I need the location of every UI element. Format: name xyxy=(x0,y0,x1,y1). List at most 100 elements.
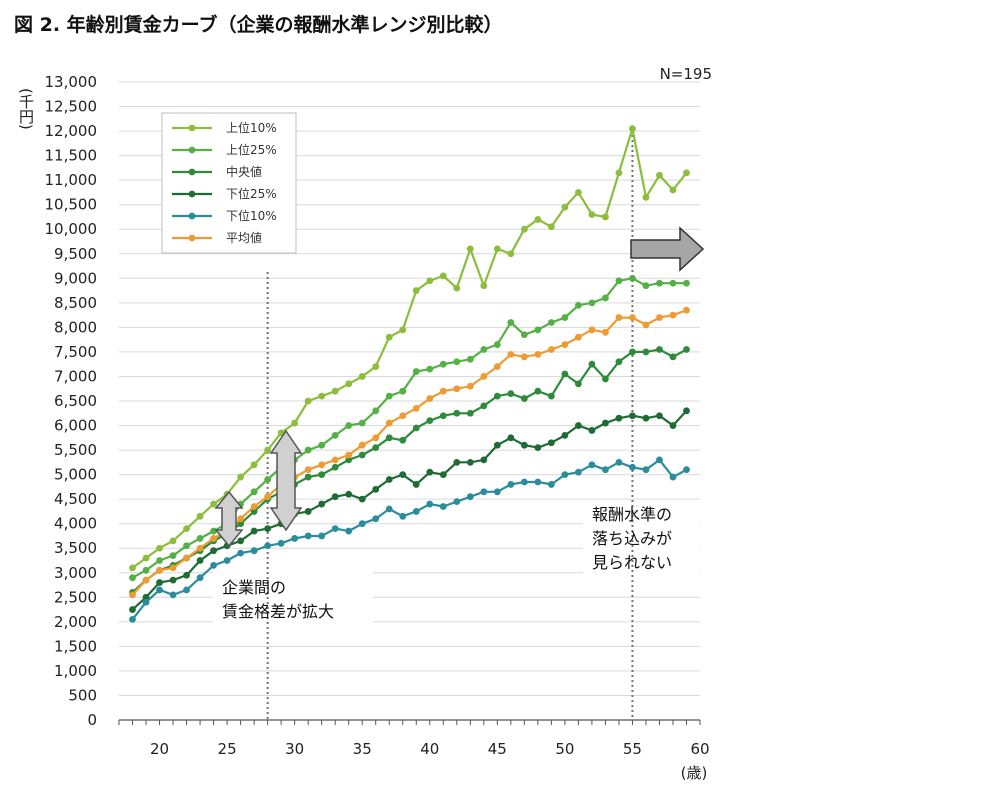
data-point xyxy=(318,392,326,400)
data-point xyxy=(129,574,136,582)
data-point xyxy=(156,566,163,574)
data-point xyxy=(574,422,582,429)
data-point xyxy=(372,363,380,371)
annotation-gap-text: 企業間の xyxy=(222,578,286,597)
data-point xyxy=(480,346,488,353)
data-point xyxy=(196,544,204,552)
x-axis-unit: (歳) xyxy=(681,764,708,782)
data-point xyxy=(183,586,190,594)
data-point xyxy=(669,186,677,194)
data-point xyxy=(412,404,420,412)
data-point xyxy=(196,557,204,564)
legend-marker xyxy=(188,168,196,176)
data-point xyxy=(372,434,380,442)
data-point xyxy=(615,414,623,422)
data-point xyxy=(629,314,636,321)
data-point xyxy=(453,358,461,366)
data-point xyxy=(629,274,636,282)
data-point xyxy=(615,277,623,285)
data-point xyxy=(250,461,258,469)
data-point xyxy=(683,407,690,415)
data-point xyxy=(493,392,501,400)
data-point xyxy=(237,473,245,481)
gap-arrow-small xyxy=(214,490,244,548)
legend-box xyxy=(161,112,297,254)
data-point xyxy=(520,441,528,449)
legend-marker xyxy=(188,124,196,132)
data-point xyxy=(250,547,258,555)
data-point xyxy=(156,586,163,594)
data-point xyxy=(574,380,582,388)
data-point xyxy=(439,360,447,368)
data-point xyxy=(196,574,204,582)
data-point xyxy=(602,466,609,474)
data-point xyxy=(264,446,272,454)
data-point xyxy=(291,535,299,542)
data-point xyxy=(358,495,366,503)
data-point xyxy=(493,441,501,449)
data-point xyxy=(318,532,326,540)
data-point xyxy=(683,466,690,474)
data-point xyxy=(237,549,245,557)
y-tick-label: 2,000 xyxy=(54,613,97,631)
data-point xyxy=(574,301,582,309)
data-point xyxy=(291,419,299,427)
data-point xyxy=(493,341,501,348)
data-point xyxy=(439,412,447,420)
data-point xyxy=(196,535,204,542)
data-point xyxy=(331,387,339,395)
data-point xyxy=(534,326,542,334)
data-point xyxy=(399,387,407,395)
x-tick-label: 20 xyxy=(150,740,169,758)
data-point xyxy=(142,593,150,601)
x-tick-label: 50 xyxy=(555,740,574,758)
data-point xyxy=(237,520,245,528)
data-point xyxy=(602,328,609,336)
data-point xyxy=(318,441,326,449)
data-point xyxy=(129,615,136,623)
data-point xyxy=(561,314,569,321)
y-tick-label: 4,000 xyxy=(54,515,97,533)
data-point xyxy=(318,461,326,469)
data-point xyxy=(656,412,663,420)
data-point xyxy=(629,125,636,133)
data-point xyxy=(507,319,515,326)
data-point xyxy=(385,505,393,513)
data-point xyxy=(480,373,488,380)
data-point xyxy=(615,358,623,366)
data-point xyxy=(507,250,515,258)
data-point xyxy=(588,461,596,469)
data-point xyxy=(466,458,474,466)
legend-marker xyxy=(188,234,196,242)
data-point xyxy=(507,350,515,358)
data-point xyxy=(426,468,434,476)
data-point xyxy=(142,554,150,562)
data-point xyxy=(547,319,555,326)
x-tick-label: 40 xyxy=(420,740,439,758)
data-point xyxy=(588,360,596,368)
data-point xyxy=(385,434,393,442)
data-point xyxy=(250,508,258,515)
legend-label: 上位25% xyxy=(226,142,277,157)
data-point xyxy=(412,508,420,515)
data-point xyxy=(493,363,501,371)
data-point xyxy=(426,500,434,508)
y-tick-label: 12,500 xyxy=(45,98,98,116)
data-point xyxy=(304,532,312,540)
data-point xyxy=(264,476,272,483)
data-point xyxy=(547,439,555,447)
legend-label: 平均値 xyxy=(226,230,262,245)
data-point xyxy=(547,346,555,353)
data-point xyxy=(669,473,677,481)
data-point xyxy=(588,326,596,334)
data-point xyxy=(480,402,488,410)
data-point xyxy=(156,557,163,564)
y-tick-label: 10,000 xyxy=(45,220,98,238)
data-point xyxy=(372,515,380,523)
data-point xyxy=(669,422,677,429)
data-point xyxy=(642,321,650,329)
data-point xyxy=(602,375,609,383)
right-arrow xyxy=(630,226,705,272)
data-point xyxy=(345,451,353,459)
